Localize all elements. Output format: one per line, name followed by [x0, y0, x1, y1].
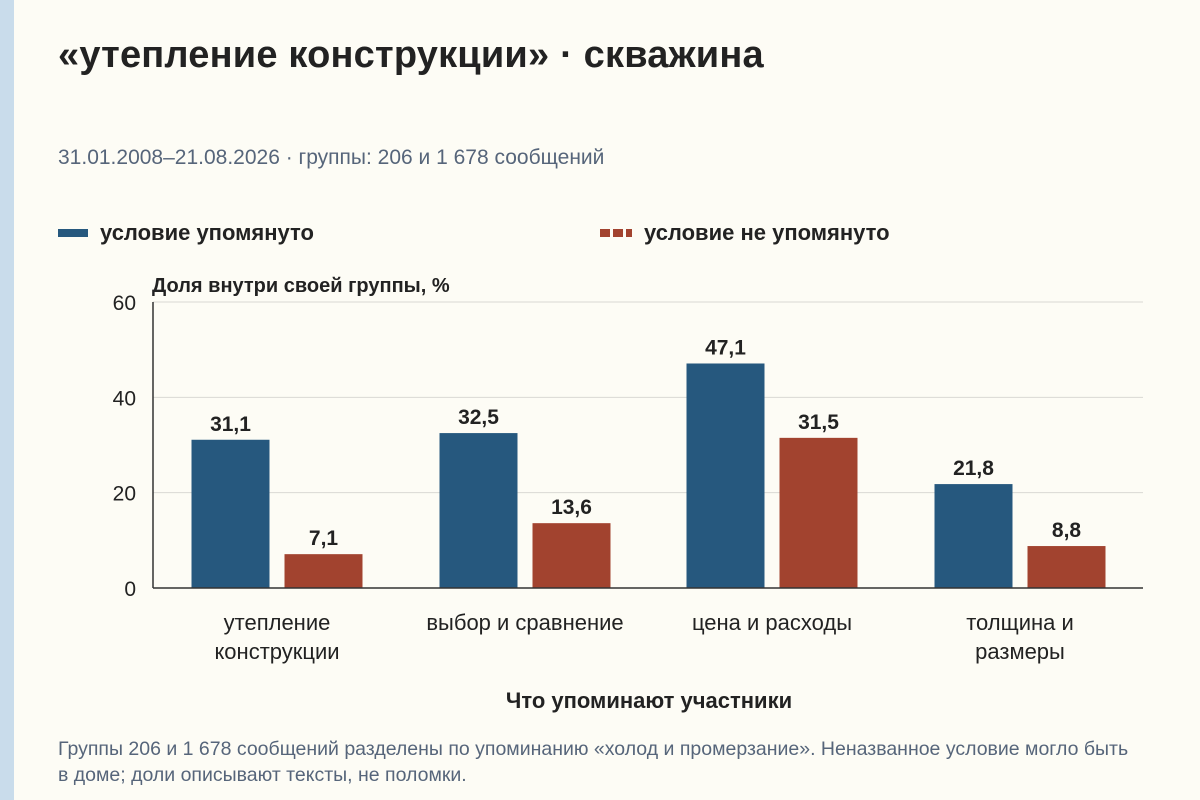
- page-subtitle: 31.01.2008–21.08.2026 · группы: 206 и 1 …: [58, 146, 605, 169]
- y-tick-label: 40: [113, 387, 136, 410]
- data-label: 21,8: [953, 457, 994, 480]
- value-labels: 31,1 7,1 32,5 13,6 47,1 31,5 21,8 8,8: [210, 336, 1081, 550]
- data-label: 13,6: [551, 496, 592, 519]
- data-label: 31,5: [798, 411, 839, 434]
- x-tick-label: цена и расходы: [692, 610, 852, 635]
- bar-mentioned: [686, 363, 765, 588]
- footnote: Группы 206 и 1 678 сообщений разделены п…: [58, 738, 1129, 786]
- legend-swatch-dashed-icon: [600, 229, 632, 237]
- data-label: 32,5: [458, 406, 499, 429]
- legend-label-mentioned: условие упомянуто: [100, 220, 314, 245]
- data-label: 8,8: [1052, 519, 1082, 542]
- x-tick-label: выбор и сравнение: [426, 610, 623, 635]
- bar-mentioned: [191, 439, 270, 588]
- side-accent-strip: [0, 0, 14, 800]
- bar-not-mentioned: [1027, 546, 1106, 588]
- bar-not-mentioned: [284, 554, 363, 588]
- y-axis-label: Доля внутри своей группы, %: [152, 275, 450, 297]
- legend-item-mentioned: условие упомянуто: [58, 220, 314, 246]
- x-axis-label: Что упоминают участники: [506, 688, 792, 713]
- legend-label-not-mentioned: условие не упомянуто: [644, 220, 890, 245]
- axes: 0 20 40 60 утепление конструкции выбор и сравн…: [113, 292, 1143, 664]
- bars: [191, 363, 1106, 588]
- x-tick-label: толщина и размеры: [966, 610, 1074, 664]
- x-tick-label: утепление конструкции: [214, 610, 339, 664]
- bar-not-mentioned: [532, 523, 611, 588]
- y-tick-label: 60: [113, 292, 136, 315]
- legend-swatch-solid-icon: [58, 229, 88, 237]
- page-title: «утепление конструкции» · скважина: [58, 34, 764, 76]
- bar-mentioned: [934, 484, 1013, 588]
- y-tick-label: 0: [124, 578, 136, 601]
- data-label: 47,1: [705, 336, 746, 359]
- grid-lines: [153, 301, 1143, 494]
- bar-not-mentioned: [779, 437, 858, 588]
- data-label: 7,1: [309, 527, 339, 550]
- data-label: 31,1: [210, 413, 251, 436]
- bar-mentioned: [439, 433, 518, 588]
- y-tick-label: 20: [113, 483, 136, 506]
- legend-item-not-mentioned: условие не упомянуто: [600, 220, 890, 246]
